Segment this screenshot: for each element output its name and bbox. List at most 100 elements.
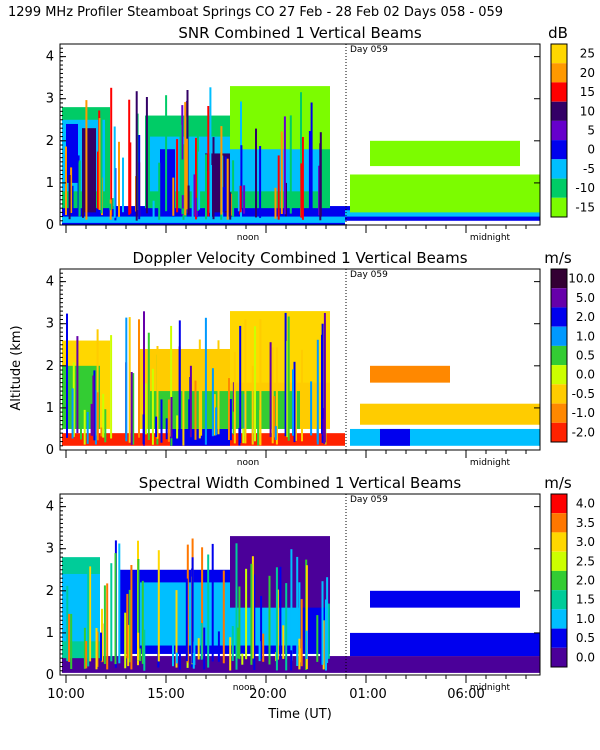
echo-streak	[68, 175, 71, 220]
echo-streak	[187, 185, 190, 215]
colorbar-label: 3.0	[576, 535, 595, 549]
echo-streak	[165, 418, 168, 440]
echo-streak	[201, 547, 204, 659]
echo-streak	[103, 585, 106, 664]
echo-streak	[76, 336, 79, 434]
echo-streak	[200, 623, 203, 660]
echo-streak	[128, 317, 131, 443]
echo-streak	[286, 340, 289, 438]
colorbar-frame	[550, 268, 568, 443]
echo-streak	[138, 319, 140, 438]
echo-streak	[118, 141, 120, 217]
doppler-unit: m/s	[544, 249, 572, 267]
echo-streak	[175, 590, 178, 668]
echo-streak	[191, 155, 194, 221]
echo-region	[380, 428, 410, 446]
echo-streak	[321, 581, 324, 665]
echo-streak	[184, 102, 187, 216]
echo-streak	[240, 145, 243, 210]
echo-streak	[258, 641, 261, 662]
y-tick-label: 0	[46, 443, 54, 458]
sw-plot-area: 0 1 2 3 4	[46, 493, 541, 683]
echo-streak	[185, 578, 188, 661]
echo-streak	[110, 87, 113, 216]
echo-streak	[323, 313, 326, 443]
echo-streak	[269, 342, 272, 438]
echo-streak	[195, 137, 197, 220]
colorbar-label: 0.5	[576, 349, 595, 363]
echo-streak	[305, 630, 308, 659]
echo-region	[66, 123, 78, 183]
echo-streak	[70, 167, 73, 213]
echo-streak	[98, 118, 101, 210]
colorbar-swatch	[551, 513, 567, 533]
echo-streak	[87, 559, 90, 667]
echo-streak	[203, 627, 206, 670]
y-tick-label: 1	[46, 176, 54, 191]
echo-streak	[137, 559, 140, 661]
echo-streak	[110, 335, 113, 439]
echo-streak	[143, 629, 146, 671]
echo-streak	[141, 580, 144, 664]
colorbar-label: 20	[580, 66, 595, 80]
echo-streak	[89, 566, 92, 662]
echo-streak	[280, 131, 283, 214]
echo-streak	[283, 116, 286, 215]
echo-streak	[106, 583, 109, 670]
colorbar-label: 1.5	[576, 593, 595, 607]
echo-streak	[132, 373, 135, 445]
colorbar-swatch	[551, 159, 567, 179]
echo-streak	[211, 368, 214, 437]
echo-streak	[273, 396, 276, 438]
echo-streak	[70, 613, 73, 669]
y-tick-label: 1	[46, 626, 54, 641]
echo-streak	[111, 198, 114, 209]
xtick-label: 20:00	[249, 687, 286, 702]
colorbar-label: 25	[580, 47, 595, 61]
colorbar-swatch	[551, 140, 567, 160]
echo-streak	[66, 585, 69, 662]
echo-streak	[215, 407, 218, 436]
echo-streak	[217, 631, 220, 662]
echo-streak	[212, 137, 215, 220]
colorbar-swatch	[551, 403, 567, 423]
y-tick-label: 2	[46, 134, 54, 149]
echo-streak	[277, 155, 280, 220]
echo-streak	[196, 121, 199, 211]
echo-streak	[239, 325, 242, 443]
xtick-label: 06:00	[447, 687, 484, 702]
colorbar-label: 15	[580, 85, 595, 99]
echo-streak	[90, 403, 93, 436]
colorbar-label: 1.0	[576, 329, 595, 343]
echo-streak	[172, 590, 174, 667]
colorbar-swatch	[551, 422, 567, 442]
echo-streak	[235, 543, 238, 670]
echo-streak	[231, 626, 234, 661]
colorbar-label: -1.0	[572, 406, 595, 420]
colorbar-label: 1.0	[576, 612, 595, 626]
y-tick-label: 3	[46, 92, 54, 107]
echo-streak	[122, 157, 124, 213]
echo-streak	[275, 347, 278, 445]
echo-streak	[296, 556, 299, 666]
echo-streak	[211, 543, 214, 662]
echo-streak	[157, 550, 160, 662]
echo-region	[82, 128, 96, 213]
sw-unit: m/s	[544, 474, 572, 492]
colorbar-label: 10	[580, 104, 595, 118]
echo-streak	[222, 570, 225, 664]
colorbar-frame	[550, 493, 568, 668]
echo-streak	[102, 393, 105, 438]
echo-streak	[244, 319, 247, 444]
echo-region	[345, 210, 540, 217]
xtick-label: 15:00	[147, 687, 184, 702]
figure-title: 1299 MHz Profiler Steamboat Springs CO 2…	[8, 5, 503, 20]
echo-region	[370, 590, 520, 608]
echo-streak	[193, 174, 196, 216]
echo-streak	[310, 102, 313, 212]
echo-streak	[130, 565, 133, 670]
echo-streak	[285, 182, 287, 217]
echo-streak	[220, 126, 223, 215]
echo-streak	[137, 632, 140, 661]
echo-streak	[274, 187, 277, 219]
